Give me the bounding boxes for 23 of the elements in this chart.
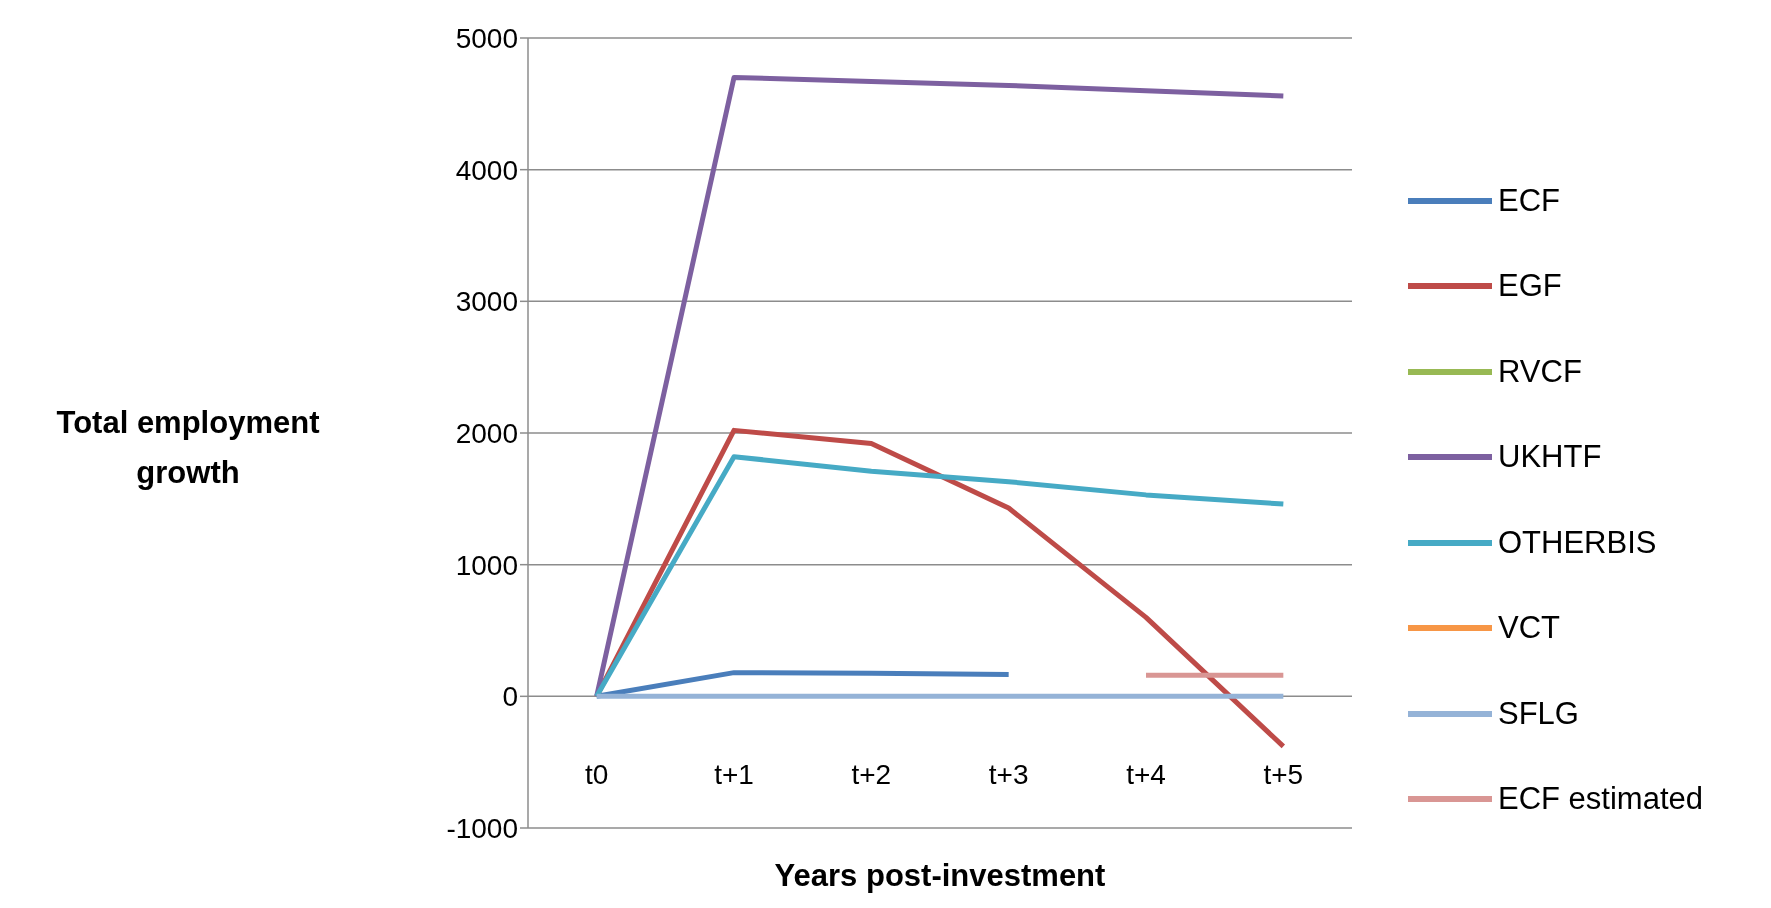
legend-label: UKHTF xyxy=(1498,439,1602,476)
legend-label: SFLG xyxy=(1498,695,1579,732)
y-tick-label: 1000 xyxy=(455,549,518,581)
legend-label: RVCF xyxy=(1498,353,1582,390)
x-tick-label: t+3 xyxy=(988,759,1029,791)
x-tick-label: t+5 xyxy=(1263,759,1304,791)
legend-label: ECF xyxy=(1498,182,1560,219)
y-tick-label: 5000 xyxy=(455,22,518,54)
y-tick-label: -1000 xyxy=(446,812,518,844)
legend-label: OTHERBIS xyxy=(1498,524,1657,561)
y-axis-title: Total employment growth xyxy=(55,404,321,492)
legend-label: ECF estimated xyxy=(1498,781,1704,818)
y-tick-label: 3000 xyxy=(455,286,518,318)
x-axis-title: Years post-investment xyxy=(773,858,1107,894)
x-tick-label: t+2 xyxy=(851,759,892,791)
y-tick-label: 0 xyxy=(502,681,518,713)
x-tick-label: t+1 xyxy=(714,759,754,791)
y-tick-label: 2000 xyxy=(455,417,518,449)
x-tick-label: t+4 xyxy=(1126,759,1166,791)
legend-label: VCT xyxy=(1498,610,1560,647)
x-tick-label: t0 xyxy=(584,759,609,791)
legend-label: EGF xyxy=(1498,268,1562,305)
y-tick-label: 4000 xyxy=(455,154,518,186)
